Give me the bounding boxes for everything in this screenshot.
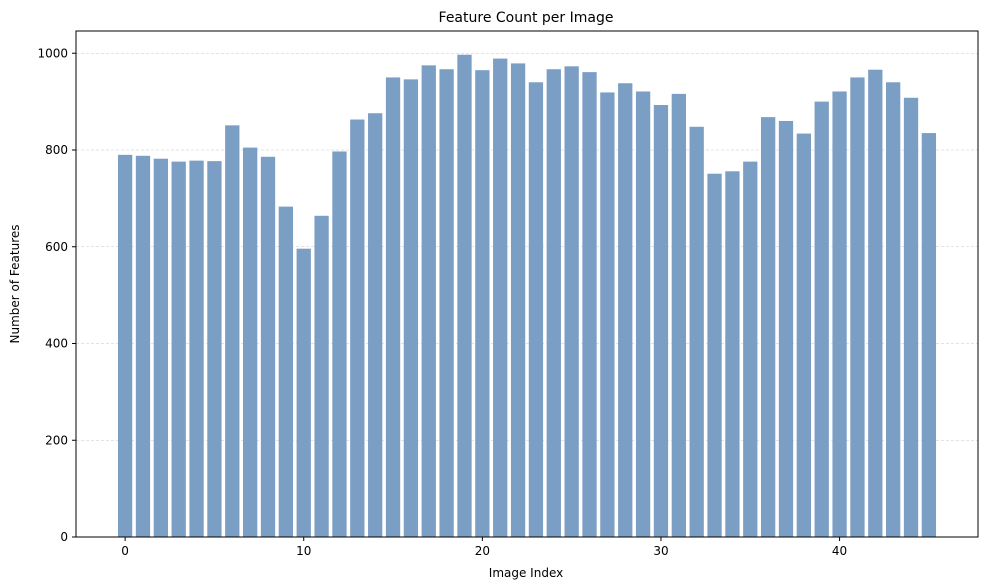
- bar-10: [296, 248, 311, 537]
- bar-3: [171, 161, 186, 537]
- plot-frame: [75, 30, 979, 538]
- bar-45: [921, 133, 937, 537]
- bar-16: [403, 79, 419, 538]
- bar-2: [153, 158, 168, 538]
- bar-33: [707, 173, 722, 537]
- bar-35: [743, 161, 758, 537]
- x-tick-label: 20: [475, 544, 490, 558]
- y-tick-label: 1000: [37, 46, 68, 60]
- y-tick-label: 600: [45, 240, 68, 254]
- bar-22: [510, 63, 526, 537]
- bar-24: [546, 69, 561, 537]
- bar-15: [385, 77, 401, 538]
- bars: [117, 54, 937, 538]
- bar-12: [332, 151, 347, 537]
- bar-28: [618, 83, 633, 537]
- x-tick-label: 10: [296, 544, 311, 558]
- bar-32: [689, 126, 704, 537]
- bar-43: [886, 82, 901, 537]
- bar-37: [778, 120, 794, 538]
- bar-20: [475, 70, 490, 537]
- bar-25: [564, 66, 579, 538]
- bar-42: [868, 69, 883, 538]
- bar-41: [850, 77, 865, 538]
- bar-27: [600, 92, 615, 537]
- x-axis-label: Image Index: [489, 566, 563, 580]
- bar-26: [582, 72, 597, 538]
- y-tick-label: 0: [60, 530, 68, 544]
- bar-0: [117, 154, 133, 537]
- bar-4: [189, 160, 204, 538]
- bar-6: [225, 125, 240, 538]
- bar-19: [457, 54, 472, 537]
- bar-29: [635, 91, 651, 538]
- bar-40: [832, 91, 847, 538]
- bar-36: [760, 117, 776, 538]
- y-tick-label: 200: [45, 433, 68, 447]
- bar-11: [314, 215, 329, 538]
- bar-39: [814, 101, 829, 538]
- y-axis: 0 200 400 600 800 1000: [37, 46, 76, 544]
- x-tick-label: 40: [832, 544, 847, 558]
- bar-31: [671, 93, 686, 537]
- bar-21: [493, 58, 508, 538]
- bar-18: [439, 69, 454, 537]
- bar-44: [903, 97, 919, 537]
- bar-13: [350, 119, 365, 537]
- bar-38: [796, 133, 811, 537]
- bar-8: [260, 156, 276, 537]
- y-tick-label: 400: [45, 337, 68, 351]
- bar-34: [725, 171, 740, 537]
- bar-17: [421, 65, 436, 538]
- x-axis: 0 10 20 30 40: [121, 537, 847, 558]
- chart-title: Feature Count per Image: [439, 10, 614, 26]
- x-tick-label: 30: [653, 544, 668, 558]
- x-tick-label: 0: [121, 544, 129, 558]
- bar-9: [278, 206, 294, 537]
- bar-30: [653, 105, 669, 538]
- y-tick-label: 800: [45, 143, 68, 157]
- y-axis-label: Number of Features: [8, 225, 22, 344]
- bar-23: [528, 82, 544, 537]
- bar-7: [243, 147, 258, 537]
- bar-14: [368, 113, 383, 537]
- bar-5: [207, 161, 222, 537]
- bar-1: [135, 155, 151, 537]
